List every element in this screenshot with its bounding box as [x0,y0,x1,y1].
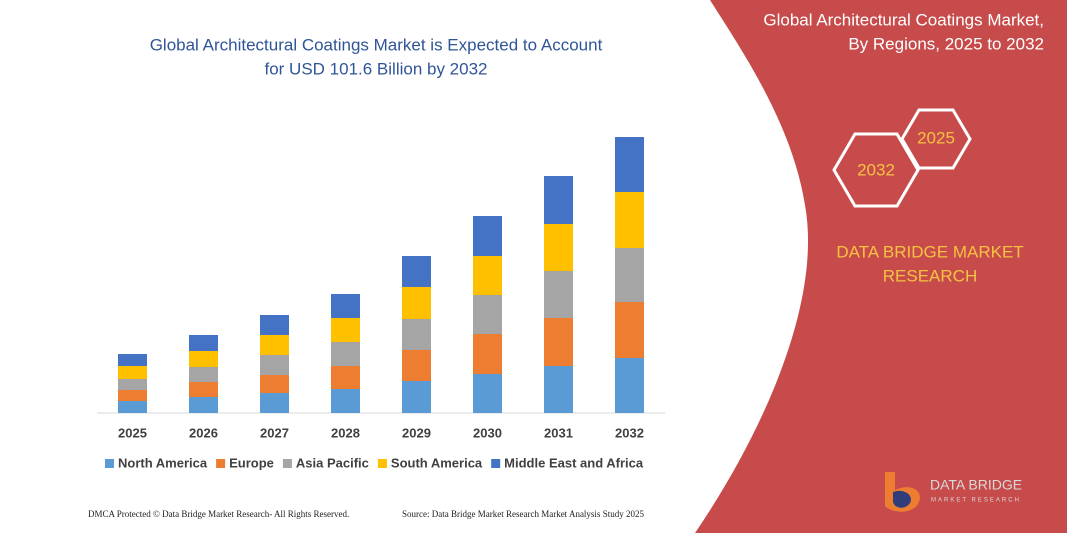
legend-swatch [216,459,226,468]
bar-segment [473,216,502,256]
x-tick-label: 2032 [615,425,644,440]
bar-segment [615,137,644,192]
bar-segment [189,397,218,413]
bar-segment [402,350,431,381]
bar-segment [118,379,147,390]
legend-label: Asia Pacific [296,455,369,470]
bar-segment [189,351,218,367]
bar-segment [615,302,644,358]
legend: North America Europe Asia Pacific South Ame… [105,455,644,470]
bar-segment [544,318,573,366]
x-tick-label: 2026 [189,425,218,440]
panel-title: By Regions, 2025 to 2032 [848,34,1044,53]
bar-segment [189,367,218,382]
legend-label: South America [391,455,483,470]
bar-segment [615,248,644,302]
bar-segment [331,318,360,342]
x-tick-label: 2025 [118,425,147,440]
bar-segment [402,287,431,319]
bar-segment [473,374,502,413]
bar-segment [260,335,289,355]
bar-segment [260,393,289,413]
legend-swatch [282,459,292,468]
bar-segment [189,335,218,351]
bar-segment [473,256,502,295]
footer-left: DMCA Protected © Data Bridge Market Rese… [88,509,349,519]
logo-mark [893,490,911,508]
bar-segment [331,366,360,389]
hexagon-label: 2032 [857,160,895,179]
bar-segment [544,176,573,224]
bar-segment [544,224,573,271]
bar-segment [615,358,644,413]
bar-segment [260,375,289,393]
brand-text: DATA BRIDGE MARKET [836,242,1023,261]
brand-text: RESEARCH [883,266,977,285]
chart-title: for USD 101.6 Billion by 2032 [264,59,487,78]
legend-swatch [491,459,501,468]
plot: 2025 2026 2027 2028 2029 2030 2031 2032 [97,137,665,440]
bar-segment [615,192,644,248]
legend-swatch [105,459,114,468]
legend-swatch [377,459,387,468]
hexagon [832,132,920,208]
bar-segment [260,315,289,335]
panel-title: Global Architectural Coatings Market, [763,10,1044,29]
bar-segment [118,366,147,379]
x-tick-label: 2029 [402,425,431,440]
bar-segment [189,382,218,397]
x-tick-label: 2030 [473,425,502,440]
bar-segment [402,256,431,287]
x-tick-label: 2027 [260,425,289,440]
bar-segment [331,342,360,366]
x-tick-label: 2028 [331,425,360,440]
bar-segment [544,271,573,318]
x-tick-label: 2031 [544,425,573,440]
logo-subtext: MARKET RESEARCH [931,498,1021,504]
bar-segment [402,319,431,350]
footer-right: Source: Data Bridge Market Research Mark… [402,509,644,519]
bar-segment [473,295,502,334]
logo-text: DATA BRIDGE [930,477,1022,493]
chart-title: Global Architectural Coatings Market is … [150,35,603,54]
legend-label: Europe [229,455,274,470]
legend-label: Middle East and Africa [504,455,644,470]
hexagon-label: 2025 [917,128,955,147]
bar-segment [331,389,360,413]
bar-segment [260,355,289,375]
bar-segment [473,334,502,374]
side-panel [695,0,1067,533]
bar-segment [118,390,147,401]
bar-segment [331,294,360,318]
bar-segment [544,366,573,413]
hexagon [900,108,972,170]
bar-segment [118,401,147,413]
legend-label: North America [118,455,208,470]
bar-segment [118,354,147,366]
bar-segment [402,381,431,413]
